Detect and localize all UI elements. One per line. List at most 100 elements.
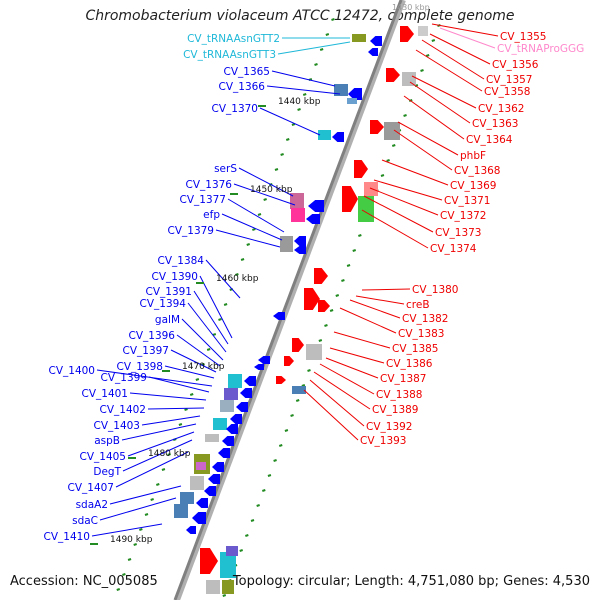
gene-label-left: sdaA2 bbox=[76, 499, 108, 511]
leader-line bbox=[339, 307, 397, 334]
reverse-gene-block bbox=[318, 130, 331, 140]
forward-gene-arrow bbox=[370, 120, 384, 134]
leader-line bbox=[99, 497, 177, 521]
rail-tick-right bbox=[250, 519, 255, 522]
forward-gene-block bbox=[306, 344, 322, 360]
rail-tick-right bbox=[425, 54, 430, 57]
rail-tick-left bbox=[122, 573, 126, 576]
rail-tick-left bbox=[178, 423, 183, 426]
reverse-gene-arrow bbox=[294, 236, 306, 246]
forward-gene-arrow bbox=[318, 300, 330, 312]
leader-line bbox=[361, 288, 411, 291]
gene-label-left: galM bbox=[155, 314, 180, 326]
rail-tick-left bbox=[133, 543, 138, 546]
leader-line bbox=[325, 357, 379, 379]
leader-line bbox=[421, 39, 485, 80]
leader-line bbox=[411, 75, 477, 109]
rail-tick-left bbox=[223, 303, 228, 306]
leader-line bbox=[122, 439, 193, 472]
gene-label-left: sdaC bbox=[72, 515, 98, 527]
backbone-shadow bbox=[174, 0, 406, 600]
leader-line bbox=[221, 213, 283, 241]
gene-label-left: CV_1399 bbox=[101, 372, 148, 384]
rail-tick-right bbox=[318, 339, 323, 342]
reverse-gene-block bbox=[280, 236, 293, 252]
leader-line bbox=[266, 85, 341, 95]
forward-gene-arrow bbox=[276, 376, 286, 384]
rail-tick-right bbox=[380, 174, 385, 177]
leader-line bbox=[109, 485, 182, 505]
rail-tick-left bbox=[257, 213, 262, 216]
reverse-gene-block bbox=[220, 400, 234, 412]
leader-line bbox=[381, 159, 449, 186]
reverse-gene-arrow bbox=[306, 214, 320, 224]
gene-label-left: CV_1379 bbox=[168, 225, 215, 237]
reverse-gene-arrow bbox=[230, 414, 242, 424]
kbp-labels: 1440 kbp 1450 kbp 1460 kbp 1470 kbp 1480 kbp… bbox=[90, 3, 430, 545]
leader-line bbox=[115, 451, 189, 488]
gene-label-left: CV_1407 bbox=[68, 482, 115, 494]
reverse-gene-arrow bbox=[218, 448, 230, 458]
rail-tick-right bbox=[245, 534, 249, 537]
forward-gene-block bbox=[418, 26, 428, 36]
rail-tick-right bbox=[267, 474, 272, 477]
leader-line bbox=[369, 187, 439, 216]
gene-label-right: CV_1372 bbox=[440, 210, 487, 222]
kbp-tick-label: 1470 kbp bbox=[182, 362, 225, 372]
gene-label-right: CV_1358 bbox=[484, 86, 531, 98]
forward-gene-block bbox=[226, 546, 238, 556]
gene-label-left: CV_1396 bbox=[129, 330, 176, 342]
rail-tick-right bbox=[391, 144, 396, 147]
leader-line bbox=[361, 209, 429, 249]
reverse-gene-block bbox=[228, 374, 242, 388]
gene-label-left: CV_1401 bbox=[82, 388, 129, 400]
gene-label-left: DegT bbox=[93, 466, 121, 478]
forward-gene-arrow bbox=[400, 26, 414, 42]
gene-label-left: CV_1370 bbox=[212, 103, 259, 115]
gene-label-left: CV_1391 bbox=[146, 286, 193, 298]
rail-tick-left bbox=[184, 408, 188, 411]
forward-gene-block bbox=[222, 580, 234, 594]
leader-line bbox=[303, 389, 359, 441]
rail-tick-right bbox=[324, 324, 328, 327]
gene-label-left: CV_tRNAAsnGTT3 bbox=[183, 49, 276, 61]
rail-tick-right bbox=[239, 549, 244, 552]
backbone-line bbox=[173, 0, 403, 600]
reverse-gene-arrow bbox=[332, 132, 344, 142]
forward-gene-arrow bbox=[386, 68, 400, 82]
gene-label-right: CV_1387 bbox=[380, 373, 427, 385]
leader-line bbox=[91, 523, 163, 537]
rail-tick-left bbox=[235, 273, 239, 276]
rail-tick-left bbox=[155, 483, 160, 486]
leader-line bbox=[164, 365, 215, 379]
gene-label-left: CV_tRNAAsnGTT2 bbox=[187, 33, 280, 45]
leader-line bbox=[363, 195, 434, 233]
reverse-gene-arrow bbox=[258, 356, 270, 364]
leader-line bbox=[397, 121, 459, 156]
leader-line bbox=[349, 299, 401, 319]
reverse-gene-arrow bbox=[196, 498, 208, 508]
gene-label-left: CV_1390 bbox=[152, 271, 199, 283]
kbp-tick-label-top: 1430 kbp bbox=[392, 3, 430, 12]
leader-line bbox=[238, 167, 294, 197]
reverse-gene-arrow bbox=[226, 424, 238, 434]
rail-tick-left bbox=[285, 138, 290, 141]
kbp-tick-label: 1480 kbp bbox=[148, 449, 191, 459]
reverse-gene-arrow bbox=[294, 246, 306, 254]
gene-label-left: efp bbox=[203, 209, 220, 221]
rail-tick-right bbox=[222, 594, 227, 597]
rail-tick-left bbox=[127, 558, 132, 561]
gene-label-right: CV_1392 bbox=[366, 421, 413, 433]
reverse-gene-arrow bbox=[186, 526, 196, 534]
accession-text: Accession: NC_005085 bbox=[10, 574, 158, 589]
leader-line bbox=[141, 415, 201, 426]
reverse-gene-block bbox=[224, 388, 238, 400]
reverse-gene-arrow bbox=[204, 486, 216, 496]
reverse-gene-block bbox=[334, 84, 348, 96]
reverse-gene-block bbox=[205, 434, 219, 442]
leader-line bbox=[205, 259, 241, 299]
reverse-gene-block bbox=[196, 462, 206, 470]
leader-line bbox=[233, 183, 296, 206]
gene-label-right: CV_tRNAProGGG bbox=[497, 43, 584, 55]
